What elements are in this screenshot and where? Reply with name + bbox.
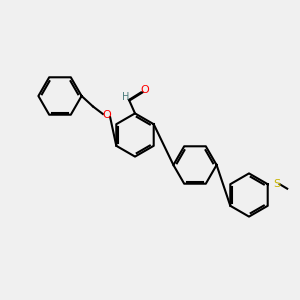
Text: O: O bbox=[140, 85, 149, 95]
Text: S: S bbox=[273, 179, 280, 189]
Text: H: H bbox=[122, 92, 129, 103]
Text: O: O bbox=[102, 110, 111, 121]
